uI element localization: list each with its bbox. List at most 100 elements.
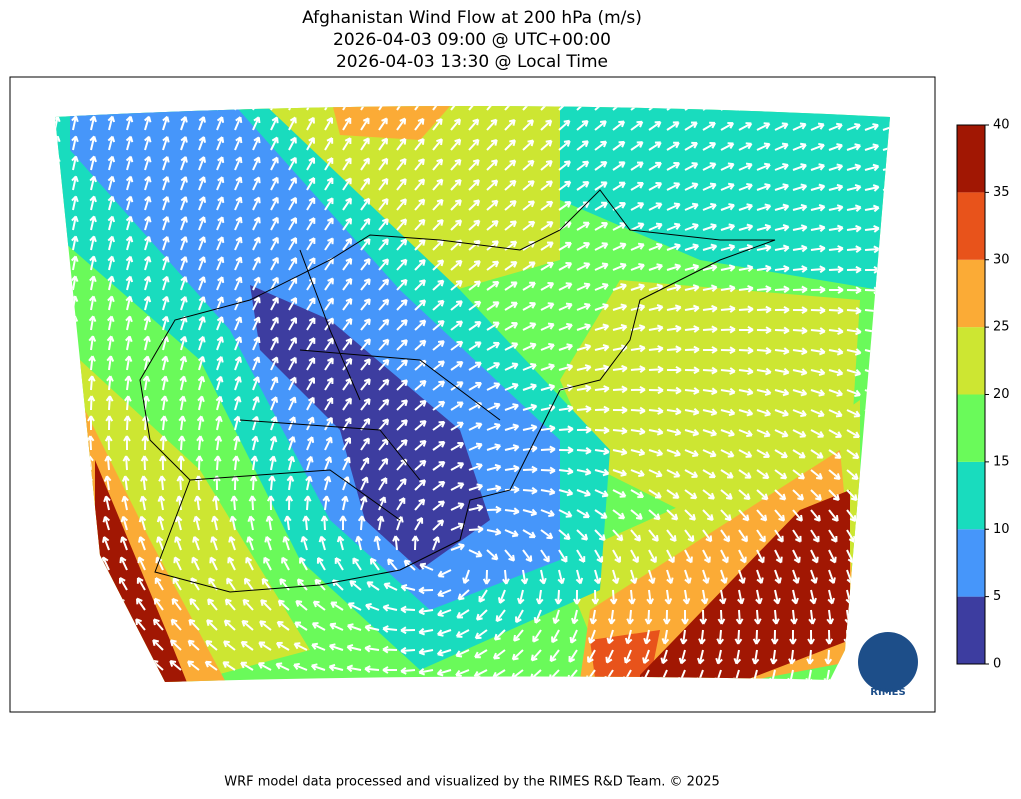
wind-arrow [468, 260, 481, 271]
wind-arrow [648, 202, 663, 211]
wind-arrow [468, 199, 481, 211]
wind-region [250, 285, 490, 570]
wind-arrow [648, 324, 664, 333]
wind-arrow [210, 536, 218, 551]
wind-arrow [198, 176, 207, 191]
wind-arrow [630, 222, 645, 231]
wind-arrow [196, 435, 204, 451]
wind-arrow [300, 535, 308, 551]
wind-arrow [156, 515, 165, 531]
wind-arrow [187, 660, 200, 671]
wind-arrow [702, 304, 718, 313]
wind-arrow [533, 609, 542, 624]
wind-arrow [571, 609, 579, 625]
wind-arrow [193, 495, 202, 511]
wind-arrow [664, 589, 673, 605]
wind-arrow [825, 629, 834, 645]
wind-arrow [411, 535, 420, 551]
wind-arrow [234, 176, 243, 191]
wind-arrow [342, 436, 352, 451]
wind-arrow [364, 644, 380, 653]
wind-arrow [172, 577, 182, 591]
wind-arrow [378, 218, 389, 231]
wind-arrow [378, 338, 390, 351]
wind-arrow [137, 556, 146, 571]
wind-arrow [214, 435, 223, 451]
wind-arrow [756, 449, 771, 459]
wind-arrow [648, 121, 662, 131]
wind-arrow [450, 543, 465, 551]
wind-arrow [630, 569, 638, 585]
wind-arrow [666, 366, 682, 374]
wind-arrow [234, 356, 242, 371]
wind-arrow [720, 203, 735, 211]
logo-text: RIMES [870, 687, 905, 698]
wind-arrow [158, 455, 167, 471]
wind-arrow [540, 363, 556, 371]
wind-arrow [324, 377, 334, 391]
wind-arrow [684, 449, 699, 458]
wind-arrow [160, 415, 168, 431]
wind-arrow [720, 549, 729, 564]
wind-arrow [306, 116, 315, 131]
wind-arrow [648, 449, 664, 457]
wind-arrow [594, 468, 610, 477]
wind-arrow [612, 489, 627, 498]
wind-arrow [216, 216, 225, 231]
wind-arrow [160, 395, 169, 411]
wind-arrow [612, 469, 628, 477]
wind-arrow [194, 475, 203, 491]
wind-arrow [162, 195, 170, 211]
wind-arrow [551, 629, 560, 644]
wind-arrow [118, 576, 128, 591]
wind-arrow [720, 162, 735, 171]
wind-arrow [468, 381, 483, 391]
wind-arrow [265, 515, 274, 531]
wind-arrow [169, 660, 182, 671]
wind-arrow [792, 142, 807, 151]
wind-arrow [178, 415, 187, 431]
wind-arrow [138, 536, 146, 551]
wind-arrow [648, 549, 657, 564]
wind-arrow [539, 569, 547, 585]
wind-arrow [684, 141, 698, 151]
wind-arrow [378, 258, 390, 271]
wind-arrow [360, 378, 371, 391]
wind-region [590, 630, 660, 680]
wind-arrow [306, 156, 316, 171]
wind-arrow [792, 224, 808, 232]
wind-arrow [612, 385, 628, 394]
wind-arrow [260, 599, 272, 611]
wind-arrow [738, 346, 754, 355]
wind-arrow [720, 325, 736, 334]
wind-arrow [432, 519, 445, 531]
wind-arrow [276, 620, 290, 631]
wind-arrow [666, 263, 682, 271]
wind-arrow [87, 415, 95, 431]
wind-arrow [702, 549, 711, 564]
wind-arrow [756, 429, 771, 438]
wind-arrow [252, 336, 261, 351]
wind-arrow [493, 629, 506, 641]
wind-arrow [107, 175, 116, 191]
wind-arrow [119, 556, 128, 571]
wind-arrow [576, 282, 591, 291]
wind-arrow [517, 589, 525, 605]
wind-arrow [810, 347, 826, 356]
wind-arrow [450, 300, 463, 311]
wind-arrow [666, 469, 681, 478]
wind-arrow [120, 515, 129, 531]
wind-arrow [684, 325, 700, 333]
wind-arrow [522, 261, 536, 271]
wind-arrow [648, 428, 664, 436]
wind-arrow [630, 529, 642, 542]
wind-arrow [540, 200, 554, 211]
wind-arrow [594, 120, 607, 131]
wind-arrow [162, 295, 170, 311]
wind-arrow [700, 589, 709, 605]
wind-arrow [360, 197, 371, 211]
wind-arrow [468, 341, 482, 351]
wind-arrow [414, 339, 427, 351]
wind-arrow [684, 263, 700, 272]
wind-arrow [828, 204, 844, 212]
